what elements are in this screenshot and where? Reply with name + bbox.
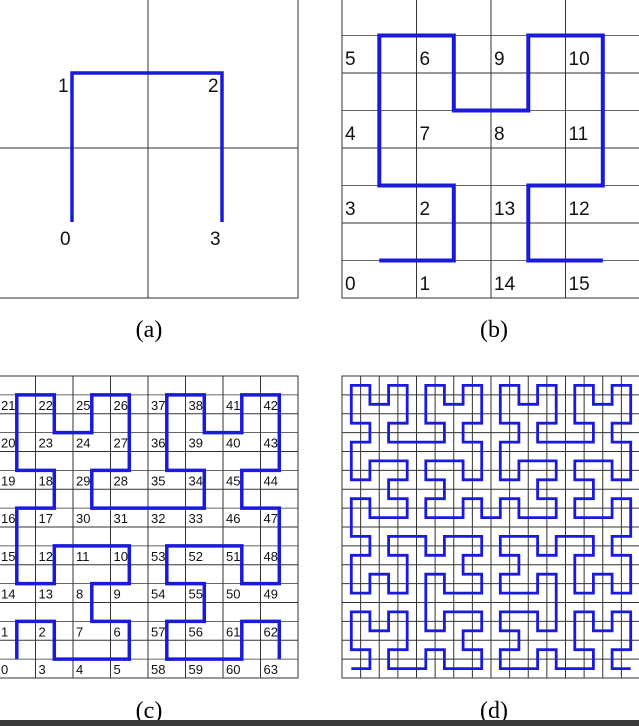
curve-index-label: 1: [1, 624, 8, 639]
panel-a-order-1: 0 1 2 3: [0, 0, 299, 299]
curve-index-label: 34: [189, 473, 203, 488]
curve-index-label: 12: [39, 549, 53, 564]
curve-index-label: 32: [151, 511, 165, 526]
curve-index-label: 23: [39, 436, 53, 451]
curve-index-label: 35: [151, 473, 165, 488]
curve-index-label: 28: [114, 473, 128, 488]
curve-index-label: 2: [420, 199, 431, 220]
curve-index-label: 25: [76, 398, 90, 413]
curve-index-label: 2: [39, 624, 46, 639]
curve-index-label: 1: [420, 274, 431, 295]
curve-index-label: 60: [226, 662, 240, 677]
curve-index-label: 14: [494, 274, 516, 295]
curve-index-label: 15: [569, 274, 590, 295]
hilbert-curve-order-1: [70, 71, 224, 222]
curve-index-label: 63: [264, 662, 278, 677]
curve-index-label: 33: [189, 511, 203, 526]
caption-c: (c): [136, 698, 163, 724]
curve-index-label: 56: [189, 624, 203, 639]
curve-index-label: 13: [39, 587, 53, 602]
curve-index-label: 3: [210, 229, 221, 250]
curve-index-label: 43: [264, 436, 278, 451]
curve-index-label: 1: [58, 76, 69, 97]
curve-index-label: 7: [76, 624, 83, 639]
curve-index-label: 41: [226, 398, 240, 413]
curve-index-label: 47: [264, 511, 278, 526]
curve-index-label: 54: [151, 587, 165, 602]
curve-index-label: 24: [76, 436, 90, 451]
curve-index-label: 27: [114, 436, 128, 451]
curve-index-label: 8: [494, 124, 505, 145]
curve-index-label: 13: [494, 199, 515, 220]
curve-index-label: 42: [264, 398, 278, 413]
curve-index-label: 10: [114, 549, 128, 564]
curve-index-label: 15: [1, 549, 15, 564]
curve-index-label: 9: [114, 587, 121, 602]
curve-index-label: 44: [264, 473, 278, 488]
curve-index-label: 38: [189, 398, 203, 413]
curve-index-label: 6: [114, 624, 121, 639]
curve-index-label: 0: [60, 229, 71, 250]
curve-index-label: 6: [420, 49, 431, 70]
curve-index-label: 45: [226, 473, 240, 488]
curve-index-label: 7: [420, 124, 431, 145]
curve-index-label: 19: [1, 473, 15, 488]
curve-index-label: 36: [151, 436, 165, 451]
curve-index-label: 8: [76, 587, 83, 602]
curve-index-label: 30: [76, 511, 90, 526]
curve-index-label: 20: [1, 436, 15, 451]
caption-a: (a): [136, 317, 163, 343]
curve-index-label: 0: [1, 662, 8, 677]
curve-index-label: 51: [226, 549, 240, 564]
curve-index-label: 5: [345, 49, 356, 70]
curve-index-label: 16: [1, 511, 15, 526]
curve-index-label: 48: [264, 549, 278, 564]
curve-index-label: 37: [151, 398, 165, 413]
curve-index-label: 61: [226, 624, 240, 639]
panel-frame: [0, 0, 299, 299]
curve-index-label: 2: [208, 76, 219, 97]
curve-index-label: 3: [39, 662, 46, 677]
curve-index-label: 4: [76, 662, 83, 677]
curve-index-label: 46: [226, 511, 240, 526]
curve-index-label: 40: [226, 436, 240, 451]
curve-index-label: 11: [76, 549, 90, 564]
curve-index-label: 14: [1, 587, 15, 602]
curve-index-label: 17: [39, 511, 53, 526]
curve-index-label: 55: [189, 587, 203, 602]
curve-index-label: 26: [114, 398, 128, 413]
curve-index-label: 12: [569, 199, 590, 220]
hilbert-curve-order-3: [15, 393, 282, 661]
caption-d: (d): [480, 698, 508, 724]
curve-index-label: 0: [345, 274, 356, 295]
hilbert-curve-order-2: [377, 33, 605, 263]
curve-index-label: 57: [151, 624, 165, 639]
curve-index-label: 53: [151, 549, 165, 564]
curve-index-label: 22: [39, 398, 53, 413]
bottom-bar: [0, 720, 639, 726]
hilbert-curve-order-4: [349, 383, 633, 670]
curve-index-label: 11: [569, 124, 589, 145]
curve-index-label: 58: [151, 662, 165, 677]
curve-index-label: 10: [569, 49, 590, 70]
curve-index-label: 49: [264, 587, 278, 602]
curve-index-label: 31: [114, 511, 128, 526]
curve-index-label: 50: [226, 587, 240, 602]
curve-index-label: 39: [189, 436, 203, 451]
curve-index-label: 21: [1, 398, 15, 413]
curve-index-label: 62: [264, 624, 278, 639]
curve-index-label: 9: [494, 49, 505, 70]
curve-index-label: 52: [189, 549, 203, 564]
curve-index-label: 5: [114, 662, 121, 677]
curve-index-label: 59: [189, 662, 203, 677]
panel-d-order-4: [341, 375, 639, 679]
curve-index-label: 3: [345, 199, 356, 220]
caption-b: (b): [480, 317, 508, 343]
curve-index-label: 18: [39, 473, 53, 488]
curve-index-label: 29: [76, 473, 90, 488]
curve-index-label: 4: [345, 124, 356, 145]
